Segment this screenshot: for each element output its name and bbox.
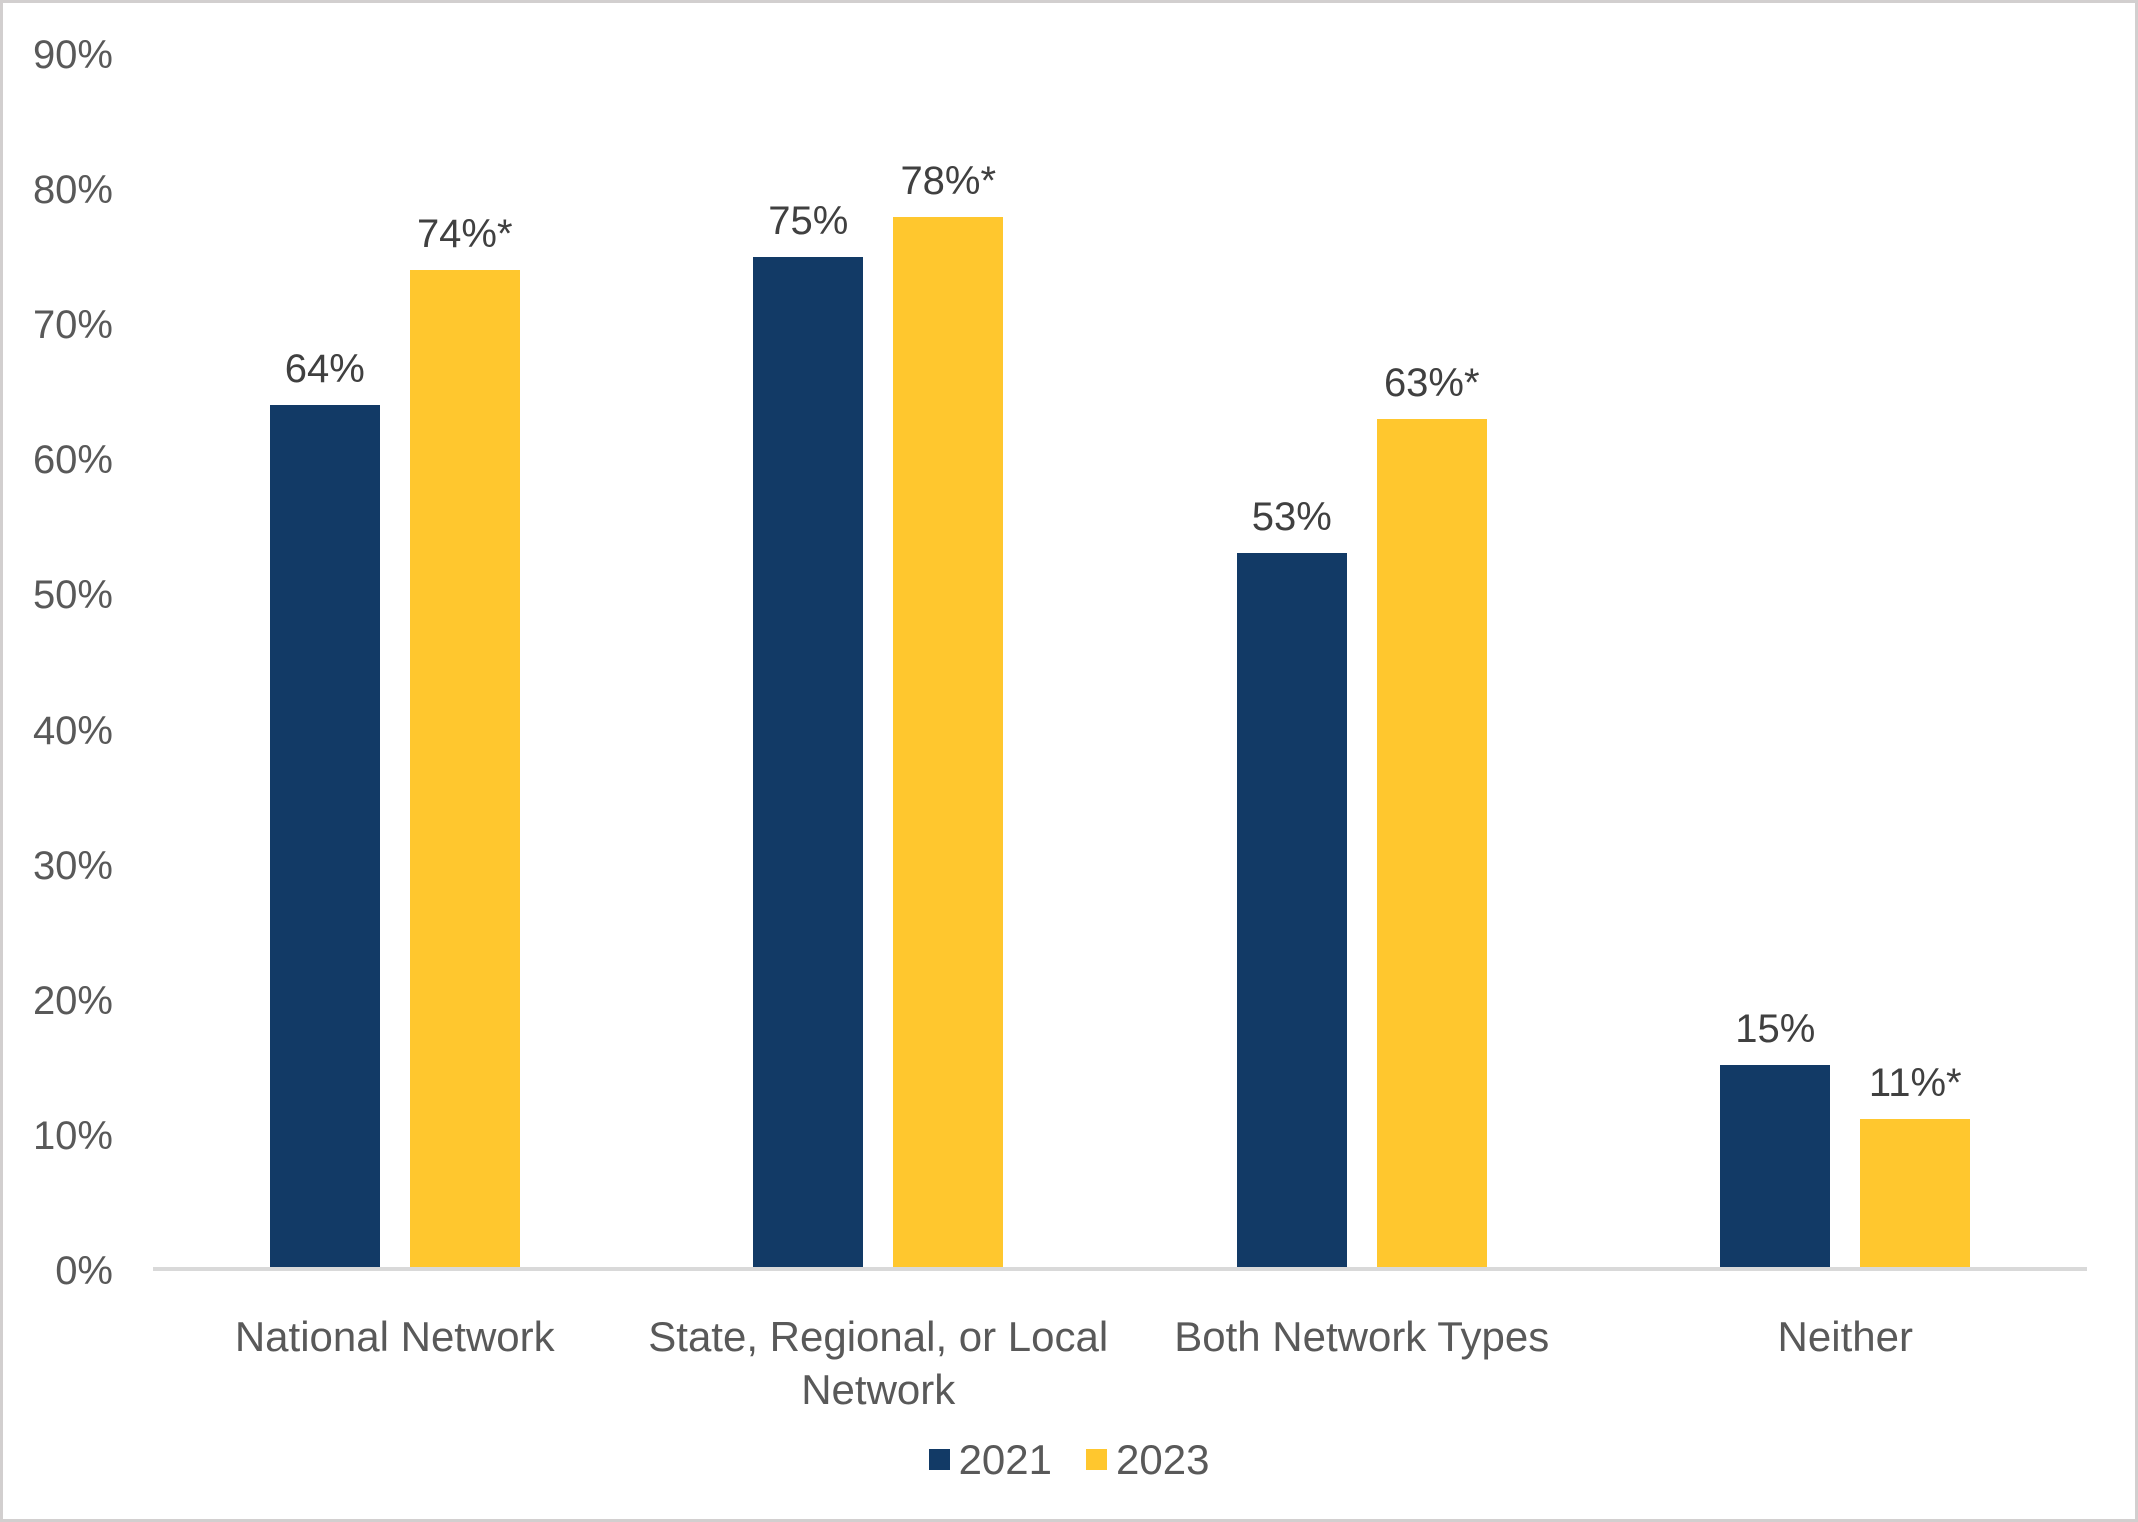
x-axis-labels: National Network State, Regional, or Loca… bbox=[153, 1271, 2087, 1417]
y-tick-10: 10% bbox=[32, 1113, 113, 1158]
legend-swatch-2023 bbox=[1086, 1449, 1107, 1471]
chart-body: 0% 10% 20% 30% 40% 50% 60% 70% 80% 90% 64% 74%* 75%… bbox=[3, 35, 2135, 1291]
bar-group-national-network: 64% 74%* bbox=[153, 55, 637, 1267]
x-slot-national-network: National Network bbox=[153, 1311, 637, 1417]
bar-value-label: 75% bbox=[768, 199, 849, 243]
y-tick-70: 70% bbox=[32, 303, 113, 348]
bar-group-neither: 15% 11%* bbox=[1604, 55, 2088, 1267]
bar-2021-state-regional-or-local-network: 75% bbox=[753, 201, 864, 1267]
y-tick-40: 40% bbox=[32, 708, 113, 753]
bar-value-label: 11%* bbox=[1868, 1060, 1962, 1105]
bar-value-label: 64% bbox=[284, 347, 365, 392]
bar-2021-neither: 15% bbox=[1720, 1009, 1831, 1267]
category-label-national-network: National Network bbox=[234, 1313, 555, 1360]
bar-2023-both-network-types: 63%* bbox=[1376, 363, 1487, 1267]
legend-swatch-2021 bbox=[928, 1449, 950, 1471]
category-label-neither: Neither bbox=[1777, 1313, 1913, 1360]
x-slot-both-network-types: Both Network Types bbox=[1120, 1311, 1604, 1417]
bar-value-label: 53% bbox=[1251, 495, 1332, 540]
bar-value-label: 78%* bbox=[900, 158, 997, 203]
bar-value-label: 63%* bbox=[1383, 360, 1480, 405]
legend: 2021 2023 bbox=[3, 1435, 2135, 1483]
bar-value-label: 15% bbox=[1735, 1007, 1816, 1051]
bar-2023-national-network: 74%* bbox=[409, 214, 520, 1267]
y-tick-60: 60% bbox=[32, 438, 113, 483]
category-label-both-network-types: Both Network Types bbox=[1174, 1313, 1550, 1360]
y-tick-30: 30% bbox=[32, 843, 113, 888]
bar-2023-state-regional-or-local-network: 78%* bbox=[893, 161, 1004, 1267]
y-tick-90: 90% bbox=[32, 33, 113, 77]
bar-2021-national-network: 64% bbox=[269, 349, 380, 1267]
bar-value-label: 74%* bbox=[416, 212, 513, 257]
legend-item-2021: 2021 bbox=[928, 1435, 1052, 1483]
bar-2021-both-network-types: 53% bbox=[1236, 497, 1347, 1267]
legend-label-2023: 2023 bbox=[1116, 1435, 1210, 1483]
bar-group-state-regional-or-local-network: 75% 78%* bbox=[637, 55, 1121, 1267]
category-label-state-regional-or-local-network: State, Regional, or Local Network bbox=[648, 1313, 1109, 1413]
y-tick-80: 80% bbox=[32, 168, 113, 213]
bar-group-both-network-types: 53% 63%* bbox=[1120, 55, 1604, 1267]
plot-area: 64% 74%* 75% 78%* 53% 63%* 15% 11%* bbox=[153, 55, 2087, 1271]
legend-label-2021: 2021 bbox=[958, 1435, 1052, 1483]
x-slot-state-regional-or-local-network: State, Regional, or Local Network bbox=[637, 1311, 1121, 1417]
y-tick-20: 20% bbox=[32, 978, 113, 1023]
x-slot-neither: Neither bbox=[1604, 1311, 2088, 1417]
bar-2023-neither: 11%* bbox=[1860, 1063, 1971, 1267]
y-tick-0: 0% bbox=[55, 1249, 113, 1293]
y-tick-50: 50% bbox=[32, 573, 113, 618]
legend-item-2023: 2023 bbox=[1086, 1435, 1210, 1483]
y-axis: 0% 10% 20% 30% 40% 50% 60% 70% 80% 90% bbox=[3, 35, 153, 1291]
